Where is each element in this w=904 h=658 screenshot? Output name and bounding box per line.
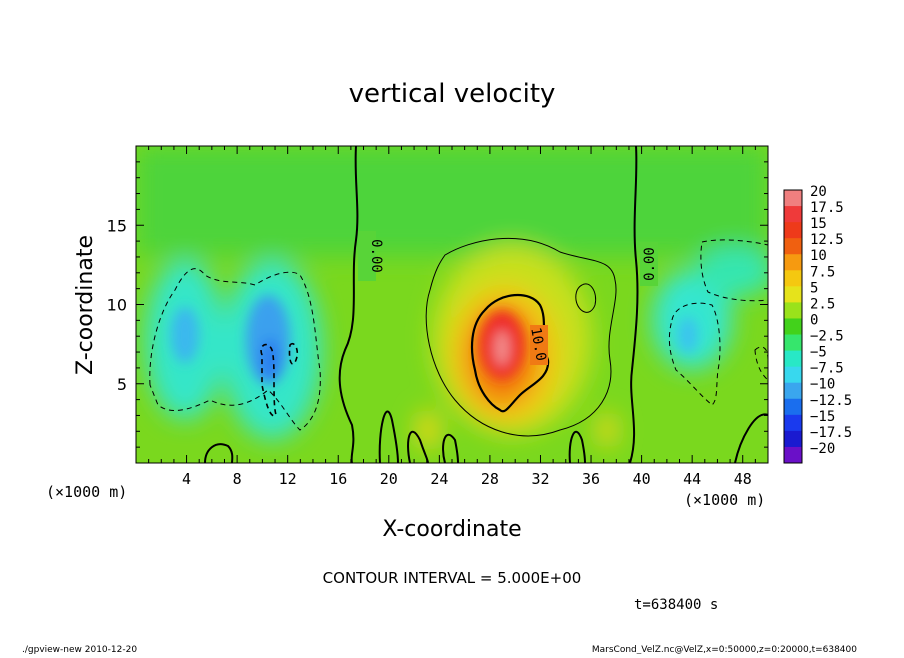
x-tick-label: 44	[683, 470, 701, 488]
x-axis-ticks	[148, 146, 756, 463]
contour-label-bg-b	[640, 242, 658, 286]
x-tick-label: 4	[182, 470, 191, 488]
colorbar-level-label: 12.5	[810, 232, 844, 248]
colorbar-swatch	[784, 382, 802, 400]
zero-contour-bottom-c	[442, 433, 459, 463]
zero-contour-bottom-d	[568, 430, 586, 463]
neg-contour-inner	[260, 343, 277, 417]
colorbar-level-label: 20	[810, 184, 827, 200]
blue-center-deep	[260, 338, 280, 382]
x-tick-label: 28	[481, 470, 499, 488]
contour-label-ten: 10.0	[527, 326, 549, 362]
x-tick-label: 12	[279, 470, 297, 488]
zero-contour-bottom-f	[734, 413, 768, 463]
colorbar-level-label: −7.5	[810, 361, 844, 377]
low-yellow-b	[597, 412, 617, 448]
five-contour-small	[575, 283, 597, 313]
colorbar-swatch	[784, 238, 802, 255]
colorbar-swatch	[784, 286, 802, 303]
zero-contour-left	[338, 146, 359, 463]
x-axis-title: X-coordinate	[382, 517, 521, 542]
colorbar-level-label: −10	[810, 377, 835, 393]
chart-title: vertical velocity	[349, 79, 556, 109]
colorbar-level-label: 15	[810, 216, 827, 232]
footer-left: ./gpview-new 2010-12-20	[22, 645, 137, 654]
colorbar-level-label: −5	[810, 345, 827, 361]
colorbar-level-label: 7.5	[810, 264, 835, 280]
low-yellow-a	[416, 410, 440, 450]
colorbar-swatch	[784, 190, 802, 207]
colorbar-level-label: 0	[810, 312, 818, 328]
zero-contour-bottom-e	[204, 443, 234, 463]
colorbar-swatch	[784, 222, 802, 239]
contour-label-zero-right: 0.00	[642, 247, 658, 281]
plot-area	[136, 146, 768, 463]
colorbar	[783, 189, 803, 464]
colorbar-level-label: −17.5	[810, 425, 852, 441]
footer-right: MarsCond_VelZ.nc@VelZ,x=0:50000,z=0:2000…	[592, 645, 857, 654]
blue-right-core	[678, 317, 698, 353]
colorbar-swatch	[784, 206, 802, 223]
contour-label-bg-a	[358, 231, 376, 281]
colorbar-level-label: 2.5	[810, 296, 835, 312]
x-tick-label: 24	[430, 470, 448, 488]
x-unit-label-right: (×1000 m)	[684, 491, 765, 509]
x-tick-label: 48	[734, 470, 752, 488]
time-text: t=638400 s	[634, 597, 718, 613]
x-unit-label-left: (×1000 m)	[46, 483, 127, 501]
zero-contour-right	[629, 146, 639, 463]
updraft-pink	[494, 330, 510, 366]
field-core-shading	[171, 295, 698, 385]
colorbar-swatch	[784, 430, 802, 448]
colorbar-swatch	[784, 270, 802, 287]
x-tick-label: 40	[633, 470, 651, 488]
y-tick-label: 5	[117, 375, 127, 394]
zero-contour-bottom-a	[378, 410, 399, 463]
y-axis-title: Z-coordinate	[73, 235, 98, 375]
y-tick-label: 15	[107, 216, 127, 235]
contour-interval-text: CONTOUR INTERVAL = 5.000E+00	[323, 569, 582, 587]
five-contour	[425, 237, 617, 437]
colorbar-level-label: −15	[810, 409, 835, 425]
colorbar-level-label: 5	[810, 280, 818, 296]
neg-contour-top-right	[700, 239, 768, 302]
colorbar-swatch	[784, 414, 802, 432]
colorbar-swatch	[784, 366, 802, 384]
contour-label-bg-c	[530, 325, 548, 365]
y-tick-label: 10	[107, 296, 127, 315]
greenish-upper	[136, 146, 768, 256]
colorbar-level-label: −2.5	[810, 329, 844, 345]
x-tick-label: 8	[233, 470, 242, 488]
colorbar-swatch	[784, 302, 802, 319]
colorbar-swatch	[784, 318, 802, 336]
neg-contour-far-right	[754, 346, 768, 381]
contour-label-zero-left: 0.00	[368, 239, 384, 273]
colorbar-swatch	[784, 446, 802, 464]
colorbar-level-label: −20	[810, 441, 835, 457]
ten-contour	[470, 293, 550, 413]
blue-left-core	[171, 307, 199, 363]
cyan-right-top	[695, 247, 768, 297]
colorbar-level-label: −12.5	[810, 393, 852, 409]
x-tick-label: 20	[380, 470, 398, 488]
neg-contour-left	[149, 268, 321, 431]
colorbar-level-label: 10	[810, 248, 827, 264]
colorbar-swatch	[784, 350, 802, 368]
y-axis-tick-labels: 5 10 15	[107, 216, 127, 394]
colorbar-labels: 2017.51512.5107.552.50−2.5−5−7.5−10−12.5…	[810, 184, 852, 457]
neg-contour-inner-b	[288, 342, 299, 365]
colorbar-frame	[783, 189, 803, 464]
x-tick-label: 36	[582, 470, 600, 488]
colorbar-level-label: 17.5	[810, 200, 844, 216]
x-tick-label: 16	[329, 470, 347, 488]
x-tick-label: 32	[531, 470, 549, 488]
contours	[149, 146, 768, 463]
colorbar-swatch	[784, 254, 802, 271]
colorbar-swatch	[784, 398, 802, 416]
x-axis-tick-labels: 4 8 12 16 20 24 28 32 36 40 44 48	[182, 470, 752, 488]
colorbar-swatch	[784, 334, 802, 352]
y-axis-ticks	[136, 161, 768, 448]
